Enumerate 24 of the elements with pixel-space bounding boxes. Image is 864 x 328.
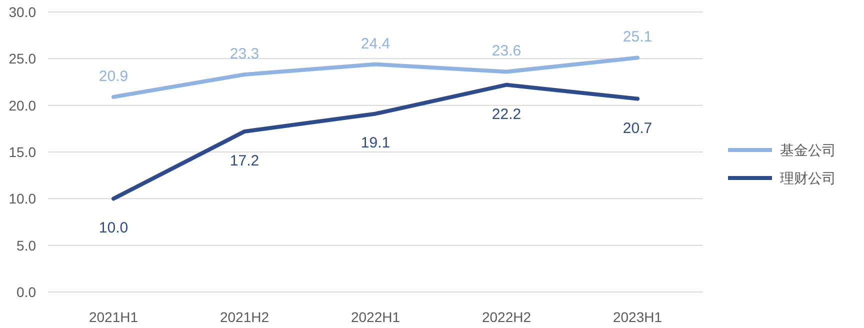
data-label: 19.1 [360, 134, 390, 152]
y-tick-label: 15.0 [8, 144, 36, 160]
legend-label: 理财公司 [780, 170, 836, 186]
data-label: 22.2 [492, 106, 522, 123]
y-tick-label: 20.0 [8, 97, 36, 114]
y-tick-label: 5.0 [16, 237, 36, 254]
data-label: 20.7 [622, 120, 652, 137]
y-tick-label: 0.0 [16, 284, 36, 300]
data-label: 20.9 [98, 68, 128, 85]
data-label: 24.4 [360, 35, 390, 52]
y-tick-label: 25.0 [8, 50, 36, 67]
data-label: 25.1 [622, 28, 652, 46]
legend-label: 基金公司 [780, 142, 836, 158]
y-tick-label: 10.0 [8, 190, 36, 207]
data-label: 23.6 [492, 42, 522, 60]
y-tick-label: 30.0 [8, 4, 36, 20]
x-tick-label: 2022H2 [482, 309, 532, 325]
data-label: 10.0 [98, 220, 128, 237]
x-tick-label: 2021H2 [220, 309, 270, 325]
data-label: 23.3 [230, 46, 260, 63]
x-tick-label: 2022H1 [350, 309, 400, 325]
x-tick-label: 2023H1 [612, 309, 662, 325]
data-label: 17.2 [230, 152, 260, 170]
x-tick-label: 2021H1 [88, 309, 138, 325]
